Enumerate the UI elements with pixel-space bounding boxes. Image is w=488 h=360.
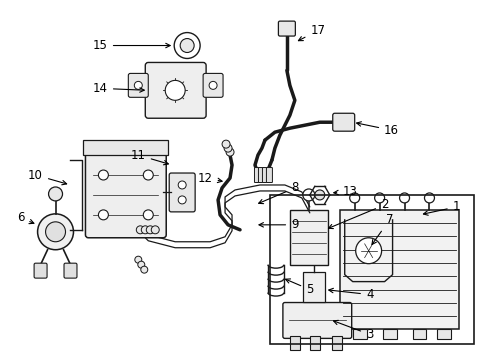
Circle shape: [138, 261, 144, 268]
Circle shape: [180, 39, 194, 53]
Circle shape: [141, 226, 149, 234]
Circle shape: [424, 193, 433, 203]
Circle shape: [314, 190, 324, 200]
Circle shape: [48, 187, 62, 201]
Circle shape: [146, 226, 154, 234]
Circle shape: [151, 226, 159, 234]
FancyBboxPatch shape: [169, 173, 195, 212]
Text: 15: 15: [93, 39, 170, 52]
Text: 4: 4: [328, 288, 373, 301]
Text: 7: 7: [371, 213, 392, 244]
Circle shape: [134, 81, 142, 89]
Text: 17: 17: [298, 24, 325, 41]
Polygon shape: [344, 220, 392, 282]
Circle shape: [374, 193, 384, 203]
Circle shape: [222, 140, 229, 148]
Bar: [289, 210, 327, 265]
Bar: [302, 272, 324, 302]
Circle shape: [135, 256, 142, 263]
Text: 3: 3: [333, 320, 372, 341]
Circle shape: [349, 193, 359, 203]
Circle shape: [355, 238, 381, 264]
Bar: [339, 210, 458, 329]
FancyBboxPatch shape: [203, 73, 223, 97]
Bar: [269, 195, 473, 345]
Text: 6: 6: [17, 211, 34, 224]
Text: 12: 12: [197, 171, 222, 185]
Bar: [331, 336, 341, 350]
FancyBboxPatch shape: [283, 302, 351, 338]
Circle shape: [136, 226, 144, 234]
Circle shape: [143, 210, 153, 220]
Text: 14: 14: [93, 82, 144, 95]
FancyBboxPatch shape: [278, 21, 295, 36]
Circle shape: [225, 148, 234, 156]
FancyBboxPatch shape: [64, 263, 77, 278]
FancyBboxPatch shape: [34, 263, 47, 278]
Bar: [83, 140, 168, 155]
Text: 11: 11: [130, 149, 168, 165]
Text: 1: 1: [423, 201, 459, 215]
FancyBboxPatch shape: [85, 152, 166, 238]
Circle shape: [165, 80, 185, 100]
Text: 10: 10: [28, 168, 66, 185]
Bar: [437, 329, 450, 339]
Text: 8: 8: [258, 181, 298, 204]
FancyBboxPatch shape: [332, 113, 354, 131]
Circle shape: [143, 170, 153, 180]
Circle shape: [178, 196, 186, 204]
Bar: [412, 329, 426, 339]
FancyBboxPatch shape: [266, 167, 272, 183]
FancyBboxPatch shape: [145, 62, 205, 118]
Bar: [289, 336, 299, 350]
FancyBboxPatch shape: [128, 73, 148, 97]
Bar: [309, 336, 319, 350]
FancyBboxPatch shape: [262, 167, 268, 183]
Text: 2: 2: [328, 198, 387, 229]
Text: 5: 5: [285, 279, 313, 296]
Bar: [352, 329, 366, 339]
Text: 13: 13: [333, 185, 356, 198]
Text: 16: 16: [356, 122, 398, 137]
Circle shape: [399, 193, 408, 203]
Circle shape: [98, 210, 108, 220]
Circle shape: [45, 222, 65, 242]
FancyBboxPatch shape: [254, 167, 260, 183]
Circle shape: [98, 170, 108, 180]
Bar: [382, 329, 396, 339]
Circle shape: [141, 266, 147, 273]
Circle shape: [302, 189, 314, 201]
Circle shape: [38, 214, 73, 250]
Circle shape: [209, 81, 217, 89]
Circle shape: [224, 144, 232, 152]
Text: 9: 9: [259, 218, 298, 231]
Circle shape: [178, 181, 186, 189]
Circle shape: [174, 32, 200, 58]
FancyBboxPatch shape: [258, 167, 264, 183]
